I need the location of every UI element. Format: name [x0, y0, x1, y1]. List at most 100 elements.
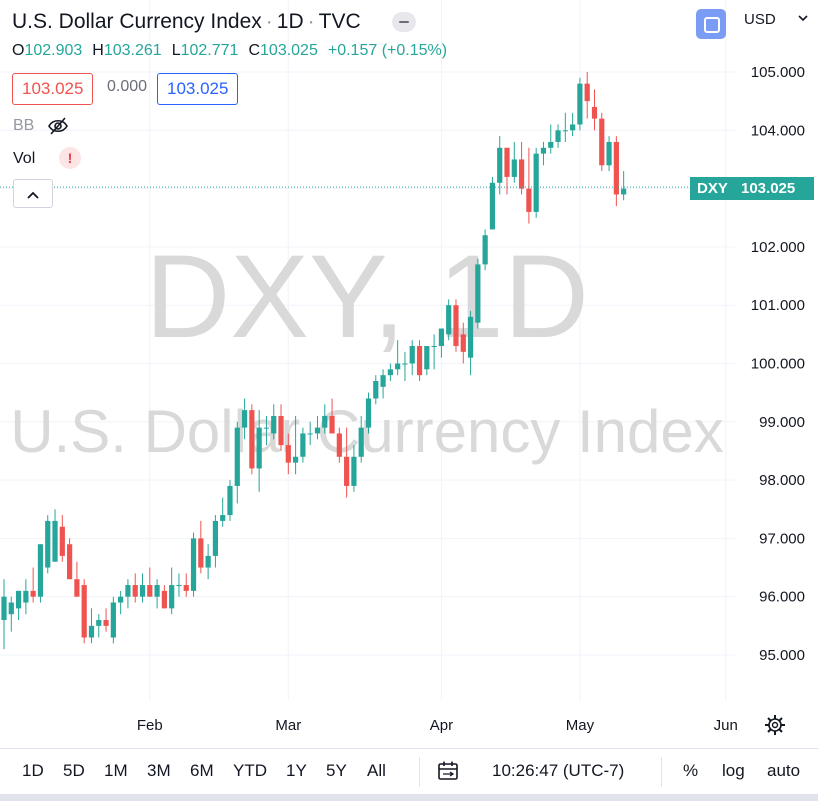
candle-body-up: [300, 433, 306, 457]
candle-body-up: [88, 625, 95, 638]
collapse-indicators-button[interactable]: [13, 179, 53, 208]
candle-body-up: [37, 544, 44, 597]
candle-body-up: [475, 264, 481, 323]
candle: [570, 112, 576, 137]
candle: [37, 544, 44, 603]
toolbar-divider: [661, 757, 662, 787]
x-tick-label: Feb: [137, 717, 163, 734]
candle: [81, 579, 87, 644]
candle: [249, 404, 255, 475]
candle: [74, 561, 80, 597]
candle: [212, 515, 219, 568]
candle: [161, 585, 167, 609]
chevron-down-icon[interactable]: [798, 11, 808, 25]
price-axis[interactable]: 95.000 96.000 97.000 98.000 99.000 100.000 101…: [751, 64, 805, 664]
candle-body-up: [176, 585, 182, 587]
close-value: 103.025: [260, 42, 318, 59]
candle-body-up: [227, 485, 233, 516]
candle-body-down: [460, 334, 466, 352]
candle: [351, 445, 357, 492]
candle: [169, 567, 175, 615]
range-1y-button[interactable]: 1Y: [286, 761, 307, 780]
candle-body-down: [183, 585, 189, 591]
y-tick-label: 105.000: [751, 64, 805, 81]
candle: [599, 112, 605, 172]
candle-body-up: [497, 147, 503, 183]
change-value: +0.157 (+0.15%): [327, 42, 448, 59]
range-6m-button[interactable]: 6M: [190, 761, 214, 780]
percent-scale-toggle[interactable]: %: [683, 761, 699, 780]
sell-price-box[interactable]: 103.025: [12, 73, 94, 105]
candle-body-down: [198, 538, 204, 568]
range-all-button[interactable]: All: [367, 761, 386, 780]
calendar-range-icon[interactable]: [436, 760, 460, 782]
candle-body-up: [15, 590, 22, 609]
candle: [139, 573, 146, 603]
candle: [387, 363, 393, 381]
symbol-name[interactable]: U.S. Dollar Currency Index: [12, 10, 262, 33]
candle-body-down: [81, 585, 87, 638]
candle: [271, 404, 277, 440]
candle: [190, 532, 197, 597]
candle-body-up: [511, 159, 517, 177]
candle: [453, 299, 459, 352]
range-5y-button[interactable]: 5Y: [326, 761, 347, 780]
candle: [23, 579, 29, 615]
time-axis[interactable]: Feb Mar Apr May Jun: [137, 717, 738, 734]
clock-timezone[interactable]: 10:26:47 (UTC-7): [492, 761, 625, 780]
candle: [380, 369, 386, 399]
indicator-bb-label[interactable]: BB: [13, 117, 35, 134]
currency-label[interactable]: USD: [744, 11, 776, 28]
candle-body-up: [139, 585, 146, 597]
candle-body-up: [540, 147, 547, 154]
indicator-vol-label[interactable]: Vol: [13, 150, 36, 167]
compare-icon[interactable]: [696, 9, 726, 39]
candle-body-up: [482, 235, 488, 265]
candle: [438, 328, 444, 358]
warning-icon[interactable]: !: [59, 147, 81, 169]
candle-body-down: [285, 445, 291, 463]
range-5d-button[interactable]: 5D: [63, 761, 85, 780]
range-1d-button[interactable]: 1D: [22, 761, 44, 780]
candle-body-up: [562, 130, 568, 132]
range-1m-button[interactable]: 1M: [104, 761, 128, 780]
y-tick-label: 101.000: [751, 297, 805, 314]
gear-icon[interactable]: [764, 714, 786, 736]
candle: [402, 351, 408, 381]
range-3m-button[interactable]: 3M: [147, 761, 171, 780]
candle-body-down: [344, 456, 350, 486]
candle: [373, 375, 379, 405]
buy-price-box[interactable]: 103.025: [157, 73, 239, 105]
candle-body-down: [147, 585, 153, 597]
candle: [518, 141, 525, 195]
y-tick-label: 97.000: [759, 530, 805, 547]
range-ytd-button[interactable]: YTD: [233, 761, 267, 780]
candle: [103, 608, 109, 632]
candle: [67, 538, 73, 580]
candle: [358, 415, 364, 463]
candle-body-up: [555, 130, 561, 142]
symbol-title[interactable]: U.S. Dollar Currency Index · 1D · TVC: [12, 10, 361, 33]
eye-crossed-icon[interactable]: [47, 116, 69, 136]
candle: [329, 398, 335, 434]
log-scale-toggle[interactable]: log: [722, 761, 745, 780]
open-label: O: [12, 42, 25, 59]
candle: [475, 258, 481, 329]
x-tick-label: May: [566, 717, 595, 734]
interval-label[interactable]: 1D: [276, 10, 304, 33]
candle: [577, 77, 583, 131]
candle-body-up: [263, 427, 270, 429]
candle-body-up: [548, 141, 554, 148]
candle-body-up: [220, 515, 226, 521]
collapse-legend-button[interactable]: [392, 12, 416, 32]
candle-body-up: [118, 596, 124, 603]
candle: [613, 136, 619, 207]
candle: [336, 427, 342, 463]
candle-body-down: [132, 585, 138, 597]
candle-body-down: [591, 106, 598, 119]
auto-scale-toggle[interactable]: auto: [767, 761, 801, 780]
toolbar-divider: [419, 757, 420, 787]
candle: [30, 567, 36, 603]
